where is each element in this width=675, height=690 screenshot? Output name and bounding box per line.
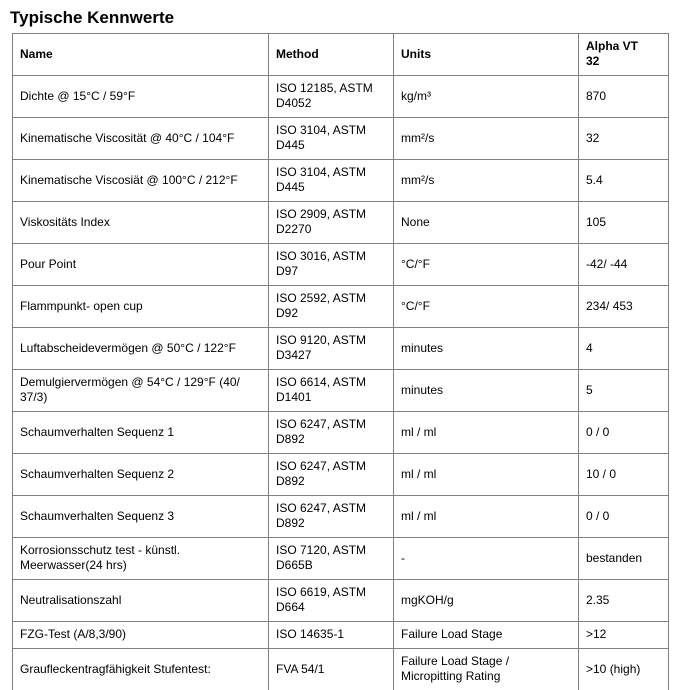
cell-method: ISO 14635-1: [268, 621, 394, 649]
cell-value: 2.35: [578, 579, 669, 622]
cell-name: Korrosionsschutz test - künstl. Meerwass…: [12, 537, 269, 580]
page-title: Typische Kennwerte: [10, 8, 175, 27]
cell-method: ISO 2592, ASTM D92: [268, 285, 394, 328]
cell-value: 0 / 0: [578, 495, 669, 538]
cell-name: Kinematische Viscosität @ 40°C / 104°F: [12, 117, 269, 160]
cell-method: ISO 2909, ASTM D2270: [268, 201, 394, 244]
cell-name: Schaumverhalten Sequenz 3: [12, 495, 269, 538]
cell-name: Demulgiervermögen @ 54°C / 129°F (40/ 37…: [12, 369, 269, 412]
table-row: Korrosionsschutz test - künstl. Meerwass…: [12, 537, 669, 580]
cell-name: Kinematische Viscosiät @ 100°C / 212°F: [12, 159, 269, 202]
cell-name: Luftabscheidevermögen @ 50°C / 122°F: [12, 327, 269, 370]
cell-value: 0 / 0: [578, 411, 669, 454]
cell-name: Schaumverhalten Sequenz 1: [12, 411, 269, 454]
table-row: Graufleckentragfähigkeit Stufentest: FVA …: [12, 648, 669, 690]
table-row: Dichte @ 15°C / 59°F ISO 12185, ASTM D405…: [12, 75, 669, 118]
cell-name: Pour Point: [12, 243, 269, 286]
table-row: Neutralisationszahl ISO 6619, ASTM D664 mg…: [12, 579, 669, 622]
cell-name: Neutralisationszahl: [12, 579, 269, 622]
table-row: Demulgiervermögen @ 54°C / 129°F (40/ 37…: [12, 369, 669, 412]
cell-units: mgKOH/g: [393, 579, 579, 622]
document-page: Typische Kennwerte Name Method Units Alp…: [0, 8, 675, 690]
cell-method: FVA 54/1: [268, 648, 394, 690]
cell-method: ISO 6247, ASTM D892: [268, 453, 394, 496]
cell-units: minutes: [393, 369, 579, 412]
cell-value: 105: [578, 201, 669, 244]
cell-units: ml / ml: [393, 495, 579, 538]
table-row: Kinematische Viscosität @ 40°C / 104°F IS…: [12, 117, 669, 160]
cell-value: >12: [578, 621, 669, 649]
cell-name: FZG-Test (A/8,3/90): [12, 621, 269, 649]
cell-method: ISO 3104, ASTM D445: [268, 117, 394, 160]
cell-value: 32: [578, 117, 669, 160]
cell-units: -: [393, 537, 579, 580]
cell-method: ISO 12185, ASTM D4052: [268, 75, 394, 118]
table-row: Viskositäts Index ISO 2909, ASTM D2270 Non…: [12, 201, 669, 244]
cell-units: mm²/s: [393, 117, 579, 160]
cell-units: None: [393, 201, 579, 244]
cell-value: >10 (high): [578, 648, 669, 690]
cell-name: Graufleckentragfähigkeit Stufentest:: [12, 648, 269, 690]
cell-name: Schaumverhalten Sequenz 2: [12, 453, 269, 496]
cell-method: ISO 6614, ASTM D1401: [268, 369, 394, 412]
table-row: Schaumverhalten Sequenz 3 ISO 6247, ASTM …: [12, 495, 669, 538]
col-units: Units: [393, 33, 579, 76]
cell-name: Dichte @ 15°C / 59°F: [12, 75, 269, 118]
cell-value: 234/ 453: [578, 285, 669, 328]
cell-method: ISO 3104, ASTM D445: [268, 159, 394, 202]
table-body: Dichte @ 15°C / 59°F ISO 12185, ASTM D405…: [12, 75, 669, 690]
cell-units: minutes: [393, 327, 579, 370]
cell-method: ISO 3016, ASTM D97: [268, 243, 394, 286]
table-row: Flammpunkt- open cup ISO 2592, ASTM D92 °C…: [12, 285, 669, 328]
cell-units: °C/°F: [393, 243, 579, 286]
cell-value: 4: [578, 327, 669, 370]
table-row: Kinematische Viscosiät @ 100°C / 212°F IS…: [12, 159, 669, 202]
table-row: Schaumverhalten Sequenz 2 ISO 6247, ASTM …: [12, 453, 669, 496]
cell-value: -42/ -44: [578, 243, 669, 286]
cell-units: Failure Load Stage: [393, 621, 579, 649]
cell-value: 10 / 0: [578, 453, 669, 496]
cell-method: ISO 7120, ASTM D665B: [268, 537, 394, 580]
table-row: Pour Point ISO 3016, ASTM D97 °C/°F -42/ -4…: [12, 243, 669, 286]
cell-method: ISO 6247, ASTM D892: [268, 495, 394, 538]
cell-units: Failure Load Stage / Micropitting Rating: [393, 648, 579, 690]
col-method: Method: [268, 33, 394, 76]
cell-name: Flammpunkt- open cup: [12, 285, 269, 328]
cell-units: °C/°F: [393, 285, 579, 328]
cell-units: mm²/s: [393, 159, 579, 202]
col-name: Name: [12, 33, 269, 76]
cell-method: ISO 6619, ASTM D664: [268, 579, 394, 622]
cell-units: kg/m³: [393, 75, 579, 118]
cell-method: ISO 6247, ASTM D892: [268, 411, 394, 454]
col-alpha-vt-32: Alpha VT 32: [578, 33, 669, 76]
cell-value: 5: [578, 369, 669, 412]
cell-value: 870: [578, 75, 669, 118]
typical-characteristics-table: Name Method Units Alpha VT 32 Dichte @ 1…: [12, 33, 669, 690]
cell-units: ml / ml: [393, 453, 579, 496]
cell-value: bestanden: [578, 537, 669, 580]
cell-value: 5.4: [578, 159, 669, 202]
table-row: Luftabscheidevermögen @ 50°C / 122°F ISO …: [12, 327, 669, 370]
cell-name: Viskositäts Index: [12, 201, 269, 244]
cell-method: ISO 9120, ASTM D3427: [268, 327, 394, 370]
table-header-row: Name Method Units Alpha VT 32: [12, 33, 669, 76]
table-row: FZG-Test (A/8,3/90) ISO 14635-1 Failure Lo…: [12, 621, 669, 649]
cell-units: ml / ml: [393, 411, 579, 454]
table-row: Schaumverhalten Sequenz 1 ISO 6247, ASTM …: [12, 411, 669, 454]
